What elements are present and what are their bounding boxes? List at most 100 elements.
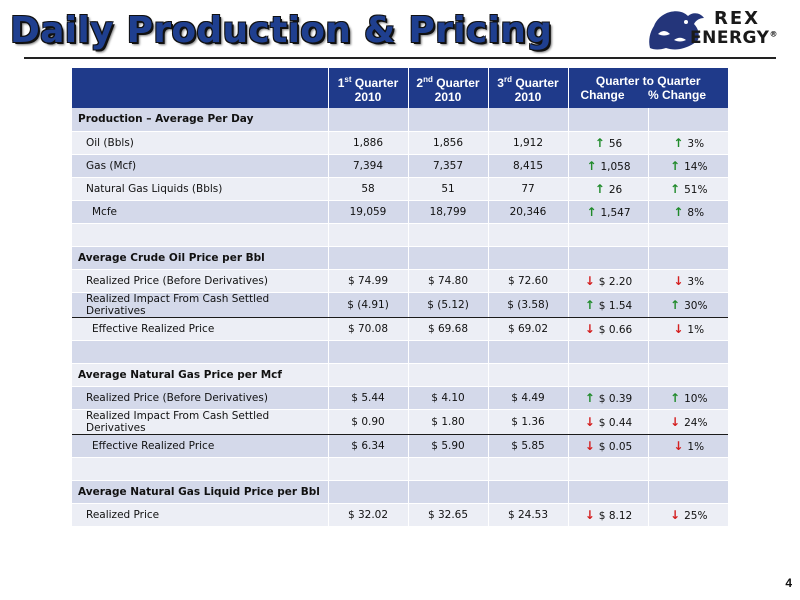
row-label: Production – Average Per Day (72, 108, 329, 132)
table-body: Production – Average Per Day Oil (Bbls) 1,… (72, 108, 728, 527)
arrow-down-icon: ↓ (673, 321, 684, 336)
arrow-down-icon: ↓ (673, 273, 684, 288)
page-number: 4 (785, 576, 792, 590)
table-row: Effective Realized Price $ 6.34 $ 5.90 $ 5.… (72, 434, 728, 458)
arrow-down-icon: ↓ (584, 273, 595, 288)
q1-value (328, 340, 409, 364)
header-q2: 2nd Quarter 2010 (408, 68, 489, 108)
table-row: Realized Price $ 32.02 $ 32.65 $ 24.53 ↓ $ 8.… (72, 503, 728, 527)
table-spacer-row (72, 457, 728, 481)
q2-value: $ 69.68 (408, 317, 489, 341)
row-label: Mcfe (72, 200, 329, 224)
arrow-up-icon: ↑ (594, 181, 605, 196)
change-value (568, 108, 649, 132)
change-value-text: $ 0.44 (598, 416, 633, 429)
header-q1: 1st Quarter 2010 (328, 68, 409, 108)
q1-value (328, 363, 409, 387)
arrow-up-icon: ↑ (584, 390, 595, 405)
change-value (568, 246, 649, 270)
change-value: ↑ 26 (568, 177, 649, 201)
change-value (568, 457, 649, 481)
q3-value: $ 72.60 (488, 269, 569, 293)
q3-value: $ (3.58) (488, 292, 569, 318)
q3-value: $ 24.53 (488, 503, 569, 527)
pct-change-value-text: 10% (684, 392, 708, 405)
table-row: Average Natural Gas Liquid Price per Bbl (72, 480, 728, 504)
q1-value: 7,394 (328, 154, 409, 178)
q2-value: $ 5.90 (408, 434, 489, 458)
header-pct-change: % Change (647, 88, 706, 102)
pct-change-value-text: 25% (684, 509, 708, 522)
table-row: Realized Impact From Cash Settled Deriva… (72, 409, 728, 435)
row-label: Gas (Mcf) (72, 154, 329, 178)
pct-change-value-text: 51% (684, 183, 708, 196)
pct-change-value-text: 24% (684, 416, 708, 429)
pct-change-value-text: 1% (687, 440, 705, 453)
row-label: Realized Price (Before Derivatives) (72, 269, 329, 293)
arrow-down-icon: ↓ (673, 438, 684, 453)
q3-value (488, 457, 569, 481)
table-row: Gas (Mcf) 7,394 7,357 8,415 ↑ 1,058 ↑ 14% (72, 154, 728, 178)
table-row: Effective Realized Price $ 70.08 $ 69.68 $ … (72, 317, 728, 341)
pct-change-value (648, 457, 728, 481)
header-q3: 3rd Quarter 2010 (488, 68, 569, 108)
arrow-up-icon: ↑ (673, 204, 684, 219)
change-value-text: 1,058 (600, 160, 631, 173)
header-blank (72, 68, 329, 108)
pct-change-value (648, 246, 728, 270)
pct-change-value: ↑ 3% (648, 131, 728, 155)
q2-value (408, 340, 489, 364)
pct-change-value: ↓ 1% (648, 434, 728, 458)
pct-change-value-text: 1% (687, 323, 705, 336)
table-row: Average Natural Gas Price per Mcf (72, 363, 728, 387)
logo-wordmark-rex: REX (714, 8, 761, 29)
q3-value (488, 246, 569, 270)
q2-value (408, 457, 489, 481)
q1-value: 58 (328, 177, 409, 201)
q3-value (488, 108, 569, 132)
q2-value: 51 (408, 177, 489, 201)
title-divider (24, 57, 776, 59)
header-quarter-to-quarter: Quarter to Quarter Change% Change (568, 68, 728, 108)
pct-change-value: ↑ 14% (648, 154, 728, 178)
arrow-down-icon: ↓ (670, 414, 681, 429)
change-value-text: 56 (608, 137, 623, 150)
q2-value (408, 480, 489, 504)
q3-value (488, 223, 569, 247)
q2-value (408, 246, 489, 270)
q1-value (328, 223, 409, 247)
pct-change-value (648, 223, 728, 247)
table-spacer-row (72, 223, 728, 247)
q3-value: $ 69.02 (488, 317, 569, 341)
page-title: Daily Production & Pricing (10, 10, 553, 51)
change-value-text: 1,547 (600, 206, 631, 219)
q1-value: $ 0.90 (328, 409, 409, 435)
change-value: ↓ $ 0.05 (568, 434, 649, 458)
q1-value: $ (4.91) (328, 292, 409, 318)
change-value-text: $ 0.39 (598, 392, 633, 405)
q3-value: 77 (488, 177, 569, 201)
q3-value (488, 340, 569, 364)
table-row: Realized Price (Before Derivatives) $ 5.4… (72, 386, 728, 410)
row-label: Average Natural Gas Liquid Price per Bbl (72, 480, 329, 504)
pct-change-value (648, 340, 728, 364)
header-change: Change (580, 88, 625, 102)
table-row: Average Crude Oil Price per Bbl (72, 246, 728, 270)
q1-value (328, 457, 409, 481)
row-label: Realized Price (Before Derivatives) (72, 386, 329, 410)
table-row: Oil (Bbls) 1,886 1,856 1,912 ↑ 56 ↑ 3% (72, 131, 728, 155)
q3-value: 8,415 (488, 154, 569, 178)
pct-change-value: ↓ 25% (648, 503, 728, 527)
q3-value: $ 5.85 (488, 434, 569, 458)
arrow-up-icon: ↑ (673, 135, 684, 150)
q3-value: $ 4.49 (488, 386, 569, 410)
change-value: ↓ $ 8.12 (568, 503, 649, 527)
table-row: Mcfe 19,059 18,799 20,346 ↑ 1,547 ↑ 8% (72, 200, 728, 224)
q1-value: 1,886 (328, 131, 409, 155)
pct-change-value: ↑ 8% (648, 200, 728, 224)
q2-value (408, 223, 489, 247)
pct-change-value: ↓ 3% (648, 269, 728, 293)
q1-value: $ 5.44 (328, 386, 409, 410)
q2-value (408, 363, 489, 387)
arrow-up-icon: ↑ (586, 158, 597, 173)
